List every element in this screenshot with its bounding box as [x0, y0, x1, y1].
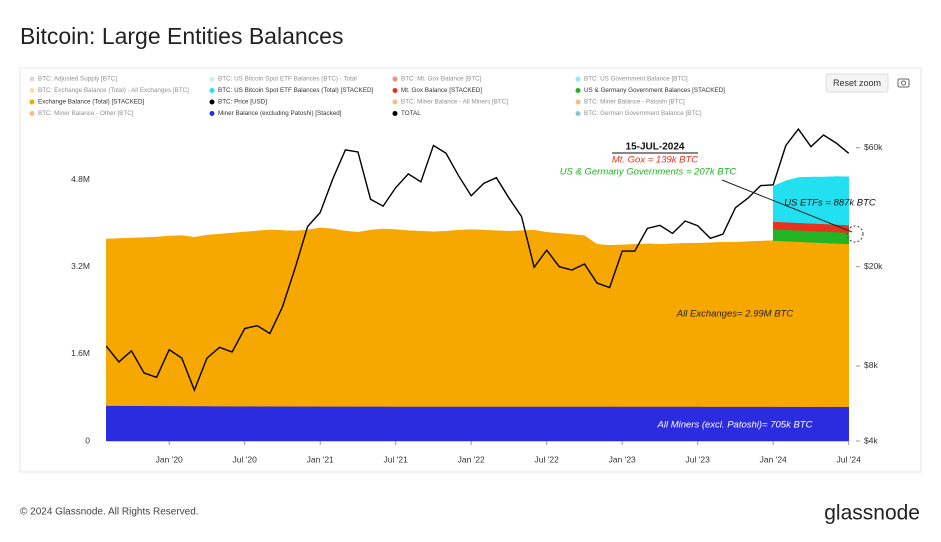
annotation-arrow [721, 179, 853, 233]
legend-item: BTC: Miner Balance - All Miners [BTC] [392, 99, 508, 106]
legend-marker [209, 99, 215, 105]
legend-marker [392, 88, 398, 93]
legend-item: BTC: Mt. Gox Balance [BTC] [392, 76, 482, 83]
area [772, 176, 849, 226]
legend-item: BTC: US Government Balance [BTC] [575, 76, 688, 83]
legend-item: US & Germany Government Balances [STACKE… [575, 87, 725, 94]
y2-tick-label: $4k [864, 435, 878, 445]
legend-label: US & Germany Government Balances [STACKE… [584, 87, 725, 94]
legend-label: Mt. Gox Balance [STACKED] [401, 87, 482, 94]
legend-marker [575, 99, 581, 105]
legend-item: BTC: Price [USD] [209, 99, 267, 106]
legend-marker [575, 76, 581, 82]
x-tick-label: Jul '22 [535, 454, 560, 464]
y-tick-label: 1.6M [71, 348, 90, 358]
chart-title: Bitcoin: Large Entities Balances [20, 23, 343, 49]
annotation-exchanges: All Exchanges= 2.99M BTC [676, 309, 794, 320]
legend-marker [575, 88, 581, 93]
footer: © 2024 Glassnode. All Rights Reserved. [20, 507, 199, 518]
legend-label: TOTAL [401, 110, 421, 117]
x-tick-label: Jan '20 [156, 454, 183, 464]
legend-marker [209, 88, 215, 93]
legend-item: TOTAL [392, 110, 421, 117]
legend-marker [29, 76, 35, 82]
legend-label: BTC: Miner Balance - Other [BTC] [38, 110, 134, 117]
y-tick-label: 3.2M [71, 261, 90, 271]
legend-label: BTC: US Bitcoin Spot ETF Balances (Total… [218, 87, 374, 94]
x-tick-label: Jan '24 [760, 454, 787, 464]
legend-label: BTC: Exchange Balance (Total) - All Exch… [38, 87, 189, 94]
legend-item: BTC: US Bitcoin Spot ETF Balances (Total… [209, 87, 374, 94]
y2-tick-label: $60k [864, 142, 883, 152]
annotation-govt: US & Germany Governments = 207k BTC [560, 167, 737, 178]
annotation-mtgox: Mt. Gox = 139k BTC [612, 155, 698, 166]
legend-item: BTC: US Bitcoin Spot ETF Balances (BTC) … [209, 76, 357, 83]
reset-zoom-label[interactable]: Reset zoom [833, 78, 881, 88]
x-tick-label: Jul '23 [686, 454, 711, 464]
legend-label: BTC: Mt. Gox Balance [BTC] [401, 76, 482, 83]
price-line [105, 127, 850, 393]
legend-marker [29, 99, 35, 105]
legend-item: BTC: Adjusted Supply [BTC] [29, 76, 117, 83]
y-tick-label: 0 [85, 435, 90, 445]
legend-label: BTC: Price [USD] [218, 99, 267, 106]
x-tick-label: Jul '21 [384, 454, 409, 464]
legend-marker [209, 76, 215, 82]
legend-item: BTC: German Government Balance [BTC] [575, 110, 702, 117]
legend-label: BTC: Miner Balance - Patoshi [BTC] [584, 99, 685, 106]
legend-item: Exchange Balance (Total) [STACKED] [29, 99, 145, 106]
legend-marker [209, 111, 215, 116]
legend-marker [575, 111, 581, 116]
x-tick-label: Jul '20 [233, 454, 258, 464]
legend-label: Miner Balance (excluding Patoshi) [Stack… [218, 110, 342, 117]
legend-marker [29, 88, 35, 93]
legend-marker [392, 99, 398, 105]
camera-icon[interactable] [897, 78, 910, 88]
legend-marker [29, 111, 35, 116]
legend-marker [392, 76, 398, 82]
legend-item: BTC: Exchange Balance (Total) - All Exch… [29, 87, 189, 94]
legend-label: BTC: US Government Balance [BTC] [584, 76, 688, 83]
camera-body[interactable] [897, 78, 910, 88]
area [106, 227, 849, 407]
brand-logo: glassnode [824, 502, 920, 525]
legend-item: Miner Balance (excluding Patoshi) [Stack… [209, 110, 342, 117]
reset-zoom[interactable]: Reset zoom [825, 73, 889, 93]
legend-label: BTC: Adjusted Supply [BTC] [38, 76, 117, 83]
reset-zoom-box[interactable] [825, 73, 889, 93]
y2-tick-label: $20k [864, 261, 883, 271]
legend-label: BTC: German Government Balance [BTC] [584, 110, 702, 117]
legend-label: BTC: US Bitcoin Spot ETF Balances (BTC) … [218, 76, 357, 83]
legend-item: Mt. Gox Balance [STACKED] [392, 87, 482, 94]
legend-item: BTC: Miner Balance - Patoshi [BTC] [575, 99, 685, 106]
x-tick-label: Jan '21 [307, 454, 334, 464]
y2-tick-label: $8k [864, 360, 878, 370]
x-tick-label: Jan '23 [609, 454, 636, 464]
legend-label: Exchange Balance (Total) [STACKED] [38, 99, 145, 106]
annotation-date: 15-JUL-2024 [626, 142, 685, 153]
legend-marker [392, 111, 398, 116]
annotation-etf: US ETFs = 887k BTC [784, 198, 876, 209]
legend-item: BTC: Miner Balance - Other [BTC] [29, 110, 134, 117]
y-tick-label: 4.8M [71, 174, 90, 184]
x-tick-label: Jul '24 [837, 454, 862, 464]
x-tick-label: Jan '22 [458, 454, 485, 464]
annotation-circle [846, 225, 864, 243]
legend-label: BTC: Miner Balance - All Miners [BTC] [401, 99, 508, 106]
camera-lens[interactable] [901, 80, 906, 86]
annotation-miners: All Miners (excl. Patoshi)= 705k BTC [657, 420, 813, 431]
